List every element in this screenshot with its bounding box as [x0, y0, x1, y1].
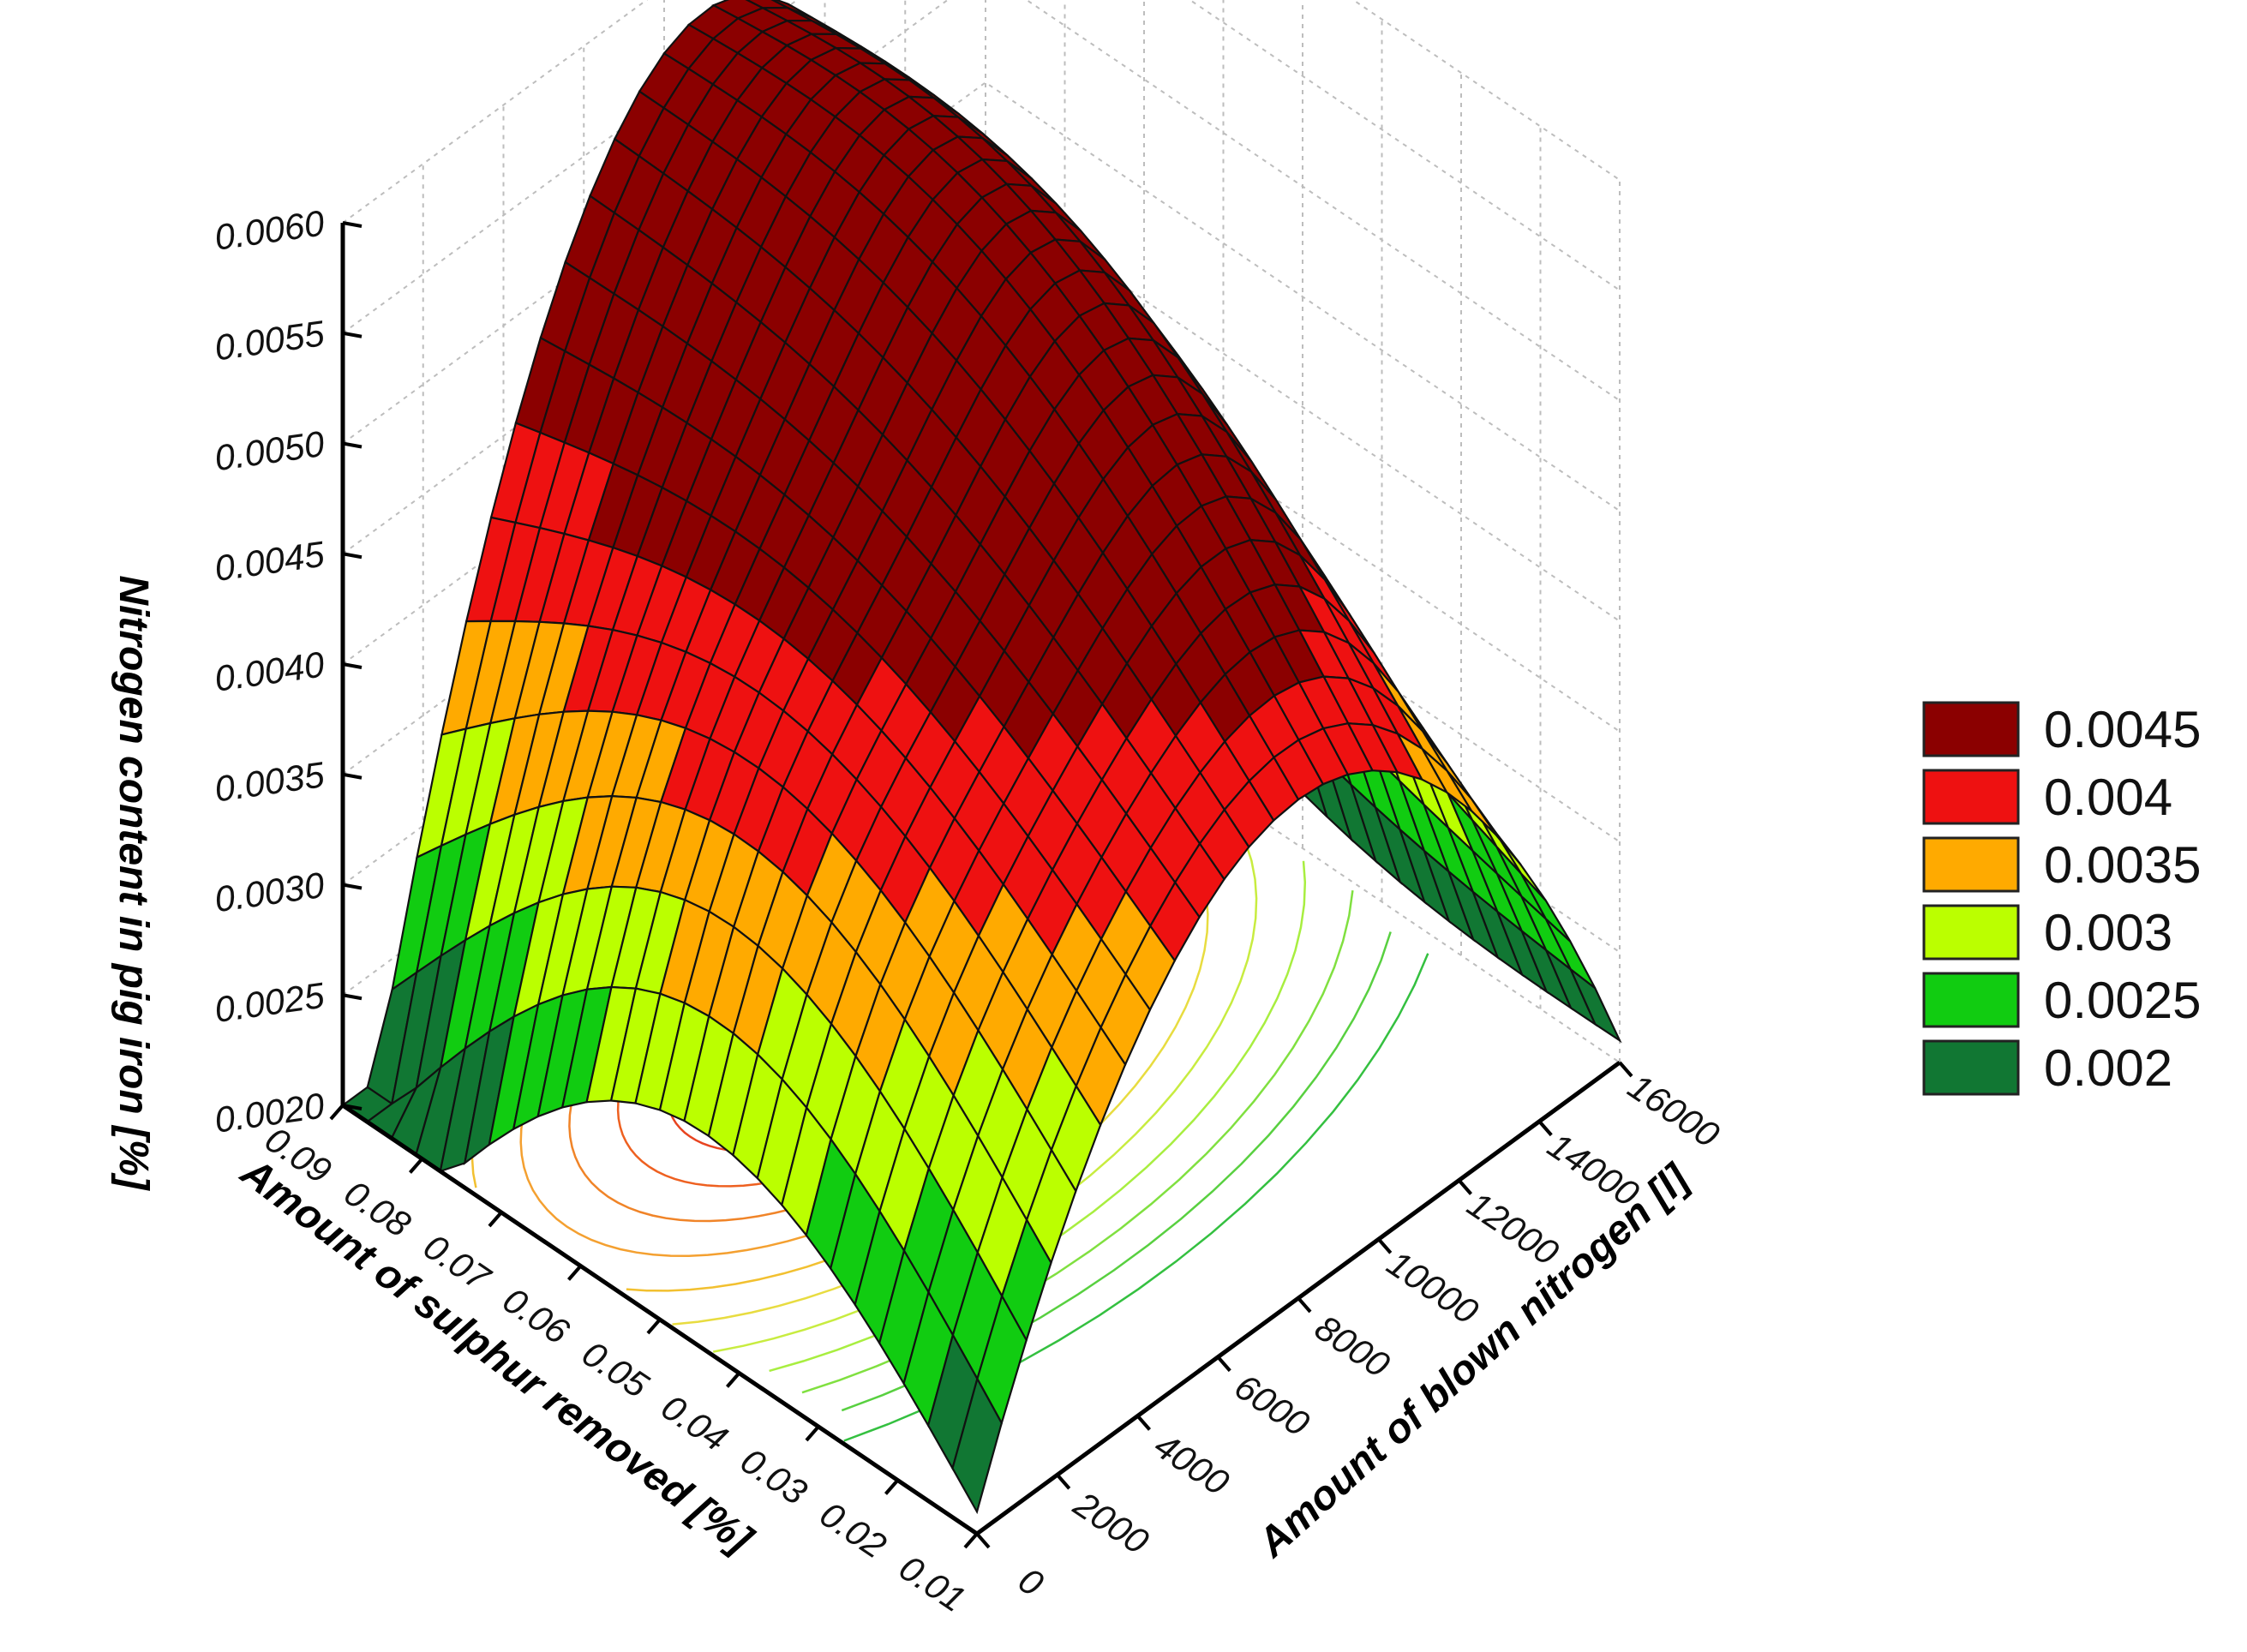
x-tick-mark	[1377, 1237, 1393, 1254]
x-tick-mark	[1537, 1120, 1553, 1137]
x-tick-label: 6000	[1227, 1366, 1316, 1445]
z-tick-mark	[342, 221, 363, 228]
y-tick-label: 0.03	[734, 1440, 814, 1513]
legend-label: 0.004	[2044, 769, 2172, 826]
z-tick-label: 0.0060	[212, 202, 327, 258]
z-tick-mark	[342, 552, 363, 560]
x-tick-mark	[1135, 1415, 1152, 1431]
legend-swatch	[1922, 836, 2020, 893]
y-tick-mark	[488, 1211, 503, 1228]
x-tick-mark	[1457, 1179, 1473, 1195]
gridline-z	[342, 0, 1621, 334]
y-tick-mark	[646, 1318, 662, 1335]
x-tick-label: 16000	[1621, 1066, 1728, 1156]
z-tick-label: 0.0030	[212, 865, 327, 920]
z-tick-label: 0.0040	[212, 643, 327, 699]
x-tick-label: 0	[1011, 1559, 1051, 1604]
y-tick-mark	[725, 1372, 741, 1388]
gridline-z	[342, 0, 1621, 224]
z-tick-mark	[342, 883, 363, 890]
y-tick-mark	[963, 1532, 979, 1549]
x-tick-label: 10000	[1380, 1242, 1486, 1332]
z-tick-label: 0.0045	[212, 534, 327, 590]
y-tick-mark	[408, 1158, 424, 1174]
legend-swatch	[1922, 701, 2020, 757]
y-tick-label: 0.02	[813, 1493, 894, 1566]
x-tick-mark	[975, 1532, 991, 1549]
x-tick-mark	[1056, 1473, 1071, 1490]
legend-label: 0.0045	[2044, 701, 2202, 758]
z-tick-mark	[342, 993, 363, 1001]
z-tick-mark	[342, 331, 363, 338]
x-tick-mark	[1297, 1296, 1312, 1314]
legend-swatch	[1922, 904, 2020, 961]
y-tick-mark	[566, 1265, 583, 1281]
x-tick-label: 2000	[1066, 1483, 1156, 1562]
legend-swatch	[1922, 972, 2020, 1028]
x-tick-label: 12000	[1460, 1183, 1567, 1273]
z-axis-title: Nitrogen content in pig iron [%]	[111, 575, 156, 1191]
response-surface	[341, 0, 1622, 1515]
surface-cell	[951, 1376, 1003, 1515]
z-tick-mark	[342, 1104, 363, 1110]
y-tick-mark	[329, 1104, 345, 1121]
legend-label: 0.003	[2044, 904, 2172, 961]
z-tick-mark	[342, 441, 363, 449]
z-axis-ticks: 0.0020 0.0025 0.0030 0.0035 0.0040 0.0045 0.00…	[212, 202, 363, 1140]
x-tick-label: 4000	[1147, 1425, 1237, 1504]
z-tick-label: 0.0055	[212, 313, 327, 368]
x-tick-label: 8000	[1308, 1307, 1397, 1386]
z-tick-mark	[342, 662, 363, 669]
y-tick-label: 0.01	[892, 1547, 973, 1620]
legend-label: 0.0035	[2044, 836, 2202, 894]
x-tick-mark	[1618, 1061, 1633, 1078]
y-tick-mark	[884, 1479, 900, 1495]
legend-swatch	[1922, 769, 2020, 825]
legend: 0.0045 0.004 0.0035 0.003 0.0025 0.002	[1922, 701, 2202, 1097]
y-tick-label: 0.05	[575, 1333, 656, 1406]
legend-label: 0.0025	[2044, 972, 2202, 1029]
z-tick-label: 0.0050	[212, 423, 327, 479]
legend-label: 0.002	[2044, 1039, 2172, 1097]
x-tick-mark	[1216, 1356, 1231, 1373]
legend-swatch	[1922, 1039, 2020, 1096]
y-tick-label: 0.04	[655, 1386, 735, 1459]
z-tick-mark	[342, 772, 363, 780]
y-tick-mark	[805, 1425, 820, 1442]
z-tick-label: 0.0020	[212, 1085, 327, 1140]
z-tick-label: 0.0025	[212, 975, 327, 1031]
z-tick-label: 0.0035	[212, 754, 327, 810]
